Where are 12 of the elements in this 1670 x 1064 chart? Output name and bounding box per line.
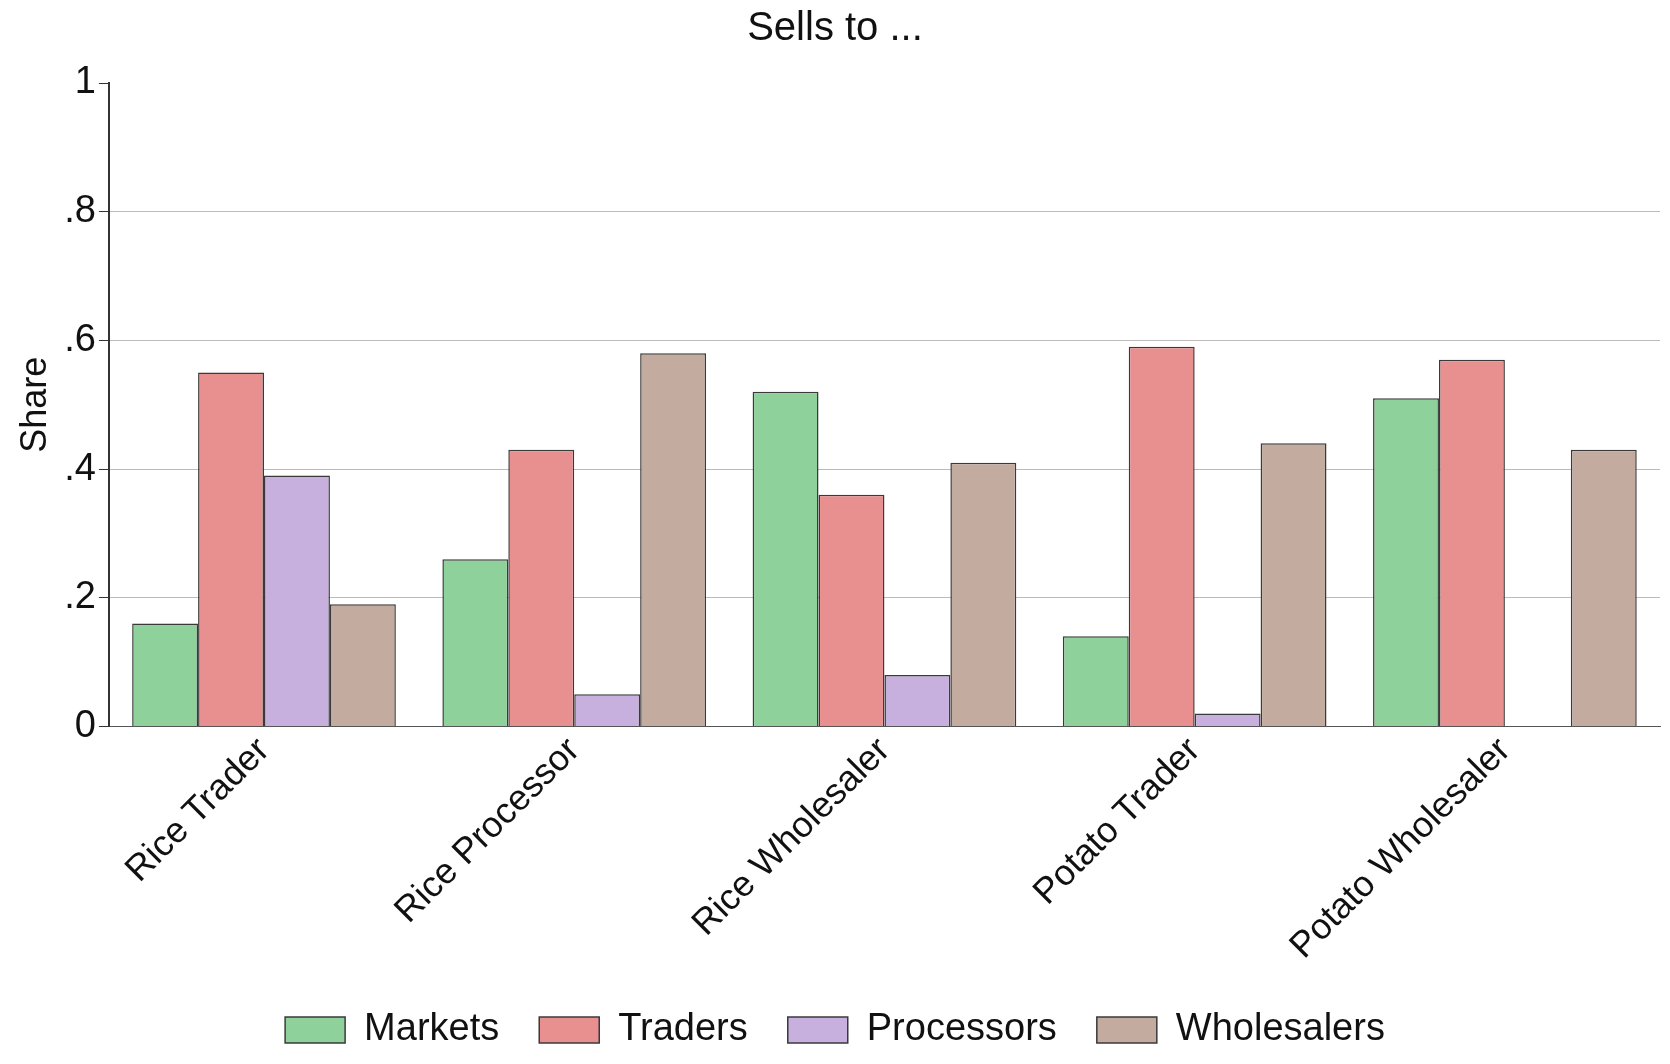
y-tick-label: .6 <box>64 316 96 359</box>
y-tick-label: 1 <box>74 59 96 102</box>
legend-label: Wholesalers <box>1175 1006 1385 1049</box>
y-tick-label: .2 <box>64 574 96 617</box>
y-axis-title: Share <box>12 356 54 453</box>
chart-title: Sells to ... <box>747 4 923 49</box>
y-tick-label: .8 <box>64 188 96 231</box>
legend-label: Markets <box>364 1006 500 1049</box>
y-tick-label: .4 <box>64 445 96 488</box>
y-tick-label: 0 <box>74 702 96 745</box>
legend-label: Traders <box>618 1006 748 1049</box>
legend-label: Processors <box>866 1006 1057 1049</box>
